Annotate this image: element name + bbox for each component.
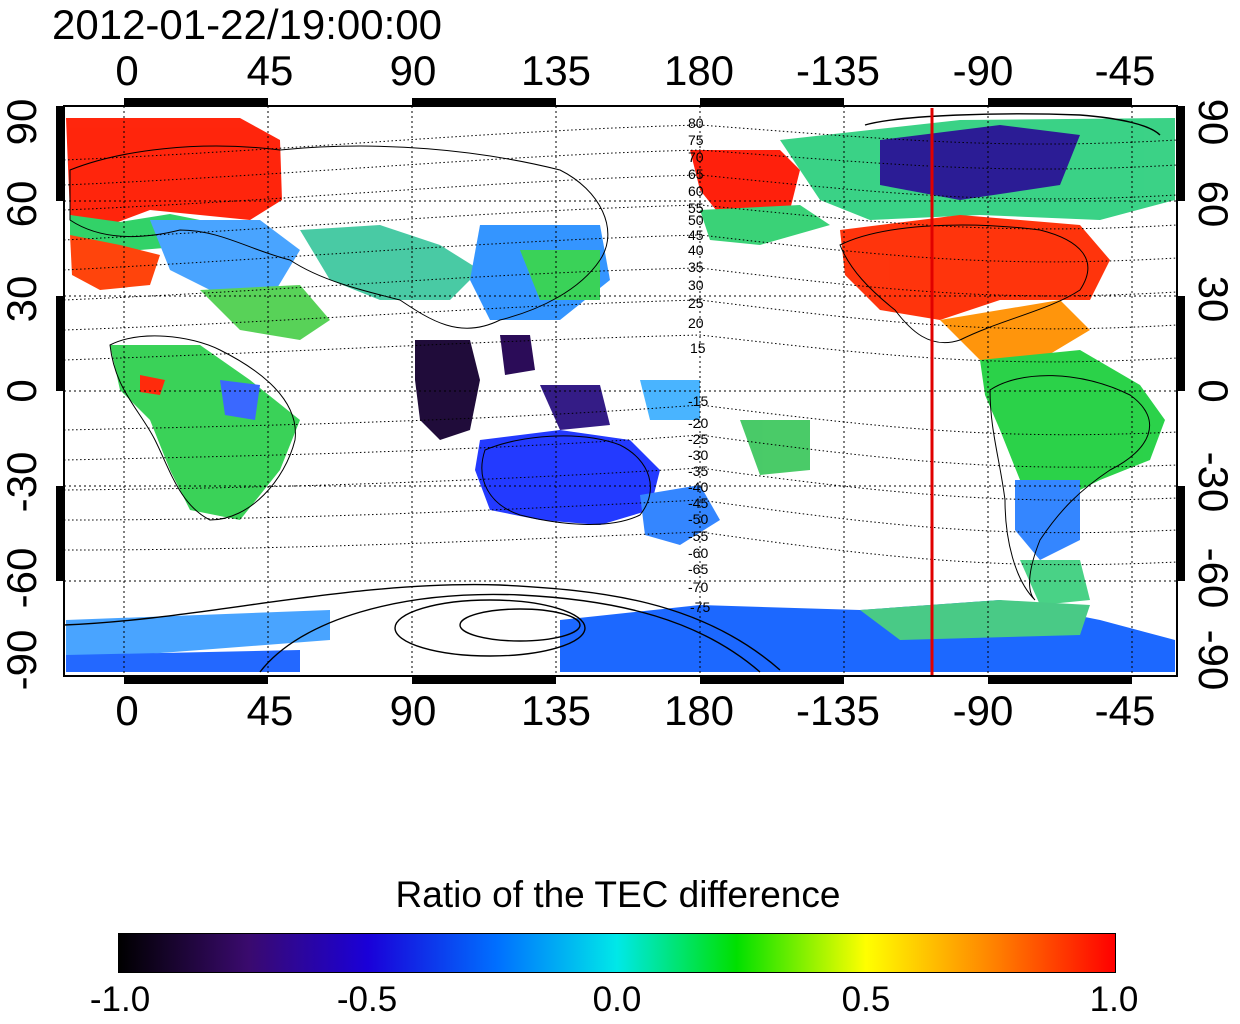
svg-text:-30: -30 [688,447,708,463]
patch-europe-red [66,118,282,225]
y-tick-right-0: 90 [1190,98,1237,146]
patch-sa-green [980,350,1165,500]
svg-text:-45: -45 [688,495,708,511]
x-tick-bottom-0: 0 [115,687,139,734]
y-tick-left-6: -90 [0,629,45,691]
svg-text:25: 25 [688,295,704,311]
colorbar-tick-3: 0.5 [841,980,891,1019]
y-tick-right-5: -60 [1190,547,1237,609]
colorbar-tick-4: 1.0 [1089,980,1139,1019]
patch-pacific-blue [640,380,700,420]
patch-na-red [840,215,1110,320]
patch-asia-green [300,225,480,300]
x-tick-bottom-5: -135 [795,687,881,734]
svg-text:75: 75 [688,132,704,148]
svg-text:-50: -50 [688,511,708,527]
x-tick-bottom-3: 135 [520,687,592,734]
patch-siberia-red [690,150,800,215]
svg-text:40: 40 [688,242,704,258]
map-title: 2012-01-22/19:00:00 [52,1,442,48]
x-tick-bottom-2: 90 [389,687,437,734]
patch-antarctic-left [66,610,330,660]
patch-mideast-blue [150,220,300,300]
svg-text:-60: -60 [688,545,708,561]
x-tick-top-2: 90 [389,47,437,94]
patch-siberia-green [700,205,830,245]
frame-tick-bars [56,98,1185,684]
y-tick-left-0: 90 [0,98,45,146]
colorbar-tick-2: 0.0 [592,980,642,1019]
svg-text:-70: -70 [688,579,708,595]
svg-text:50: 50 [688,212,704,228]
patch-sa-blue [1015,480,1080,560]
x-tick-bottom-1: 45 [246,687,294,734]
y-tick-right-2: 30 [1190,275,1237,323]
svg-text:70: 70 [688,149,704,165]
svg-text:-35: -35 [688,463,708,479]
x-tick-top-4: 180 [663,47,735,94]
svg-text:45: 45 [688,227,704,243]
contour-lines-solid [63,113,1161,673]
x-tick-top-6: -90 [952,47,1014,94]
svg-text:80: 80 [688,115,704,131]
svg-text:60: 60 [688,183,704,199]
patch-sa-south [1020,560,1090,605]
x-tick-bottom-7: -45 [1094,687,1156,734]
svg-text:-65: -65 [688,561,708,577]
y-tick-left-4: -30 [0,451,45,513]
patch-australia [475,430,660,525]
patch-mideast-green [200,285,330,340]
colorbar [118,933,1116,973]
patch-asia-green2 [520,250,600,300]
tec-patches [66,118,1175,672]
y-tick-left-1: 60 [0,180,45,228]
svg-text:-15: -15 [688,393,708,409]
x-tick-top-3: 135 [520,47,592,94]
x-tick-top-0: 0 [115,47,139,94]
x-tick-top-1: 45 [246,47,294,94]
patch-pacific-green [740,420,810,475]
y-tick-right-3: 0 [1190,379,1237,403]
y-tick-right-1: 60 [1190,180,1237,228]
patch-antarctic-green [860,600,1090,640]
map-grid [64,106,1177,676]
patch-se-asia-purple [540,385,610,430]
coastlines [69,145,1151,601]
x-tick-bottom-6: -90 [952,687,1014,734]
svg-text:30: 30 [688,277,704,293]
x-tick-top-7: -45 [1094,47,1156,94]
svg-text:65: 65 [688,166,704,182]
colorbar-title: Ratio of the TEC difference [395,874,841,915]
x-tick-bottom-4: 180 [663,687,735,734]
colorbar-tick-0: -1.0 [89,980,151,1019]
patch-indonesia-dark [415,340,480,440]
contour-lines [63,124,1178,566]
y-tick-right-6: -90 [1190,629,1237,691]
patch-na-orange [940,300,1090,360]
y-tick-left-3: 0 [0,379,45,403]
svg-text:-40: -40 [688,479,708,495]
contour-labels-south: -15 -20 -25 -30 -35 -40 -45 -50 -55 -60 … [688,393,710,615]
svg-text:35: 35 [688,259,704,275]
svg-text:-75: -75 [690,599,710,615]
patch-na-dark [880,125,1080,200]
patch-indonesia-dark2 [500,335,535,375]
contour-labels-north: 80 75 70 65 60 55 50 45 40 35 30 25 20 1… [688,115,706,356]
svg-text:-25: -25 [688,431,708,447]
svg-text:15: 15 [690,340,706,356]
x-tick-top-5: -135 [795,47,881,94]
patch-med-red [70,235,160,290]
colorbar-tick-1: -0.5 [336,980,398,1019]
y-tick-left-5: -60 [0,547,45,609]
svg-text:55: 55 [688,200,704,216]
svg-text:-20: -20 [688,415,708,431]
svg-text:-55: -55 [688,528,708,544]
y-tick-left-2: 30 [0,275,45,323]
y-tick-right-4: -30 [1190,451,1237,513]
svg-text:20: 20 [688,315,704,331]
patch-africa-blue [220,380,260,420]
patch-africa-red [140,375,165,395]
